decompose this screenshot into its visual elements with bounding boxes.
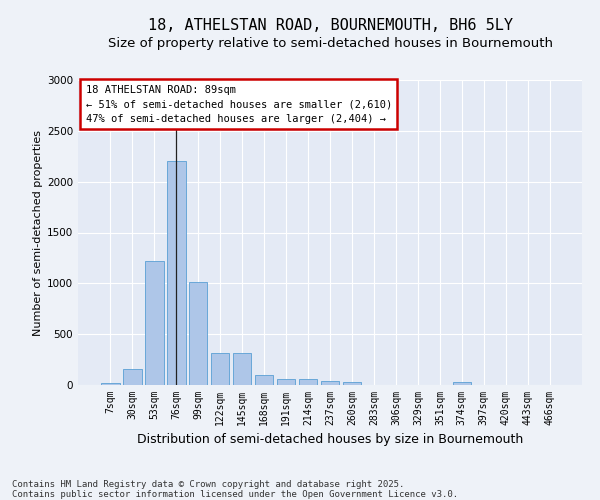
Text: 18 ATHELSTAN ROAD: 89sqm
← 51% of semi-detached houses are smaller (2,610)
47% o: 18 ATHELSTAN ROAD: 89sqm ← 51% of semi-d… xyxy=(86,84,392,124)
X-axis label: Distribution of semi-detached houses by size in Bournemouth: Distribution of semi-detached houses by … xyxy=(137,434,523,446)
Y-axis label: Number of semi-detached properties: Number of semi-detached properties xyxy=(33,130,43,336)
Bar xyxy=(343,382,361,385)
Bar xyxy=(211,354,229,385)
Text: Contains public sector information licensed under the Open Government Licence v3: Contains public sector information licen… xyxy=(12,490,458,499)
Text: Contains HM Land Registry data © Crown copyright and database right 2025.: Contains HM Land Registry data © Crown c… xyxy=(12,480,404,489)
Bar xyxy=(123,369,142,385)
Bar xyxy=(277,379,295,385)
Bar xyxy=(299,380,317,385)
Text: 18, ATHELSTAN ROAD, BOURNEMOUTH, BH6 5LY: 18, ATHELSTAN ROAD, BOURNEMOUTH, BH6 5LY xyxy=(148,18,512,32)
Bar xyxy=(145,261,164,385)
Bar xyxy=(233,354,251,385)
Text: Size of property relative to semi-detached houses in Bournemouth: Size of property relative to semi-detach… xyxy=(107,38,553,51)
Bar xyxy=(101,383,119,385)
Bar xyxy=(189,282,208,385)
Bar xyxy=(452,382,471,385)
Bar xyxy=(320,381,340,385)
Bar xyxy=(167,162,185,385)
Bar xyxy=(255,375,274,385)
